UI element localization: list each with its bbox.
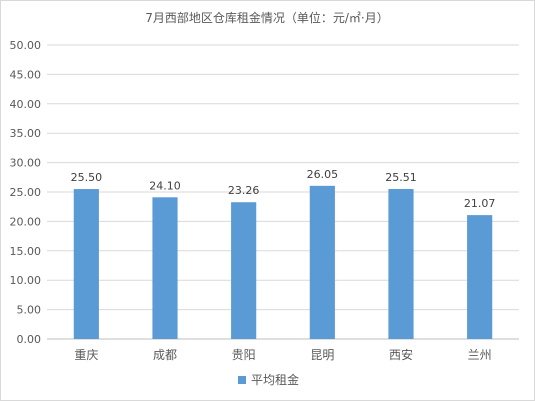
chart-title: 7月西部地区仓库租金情况（单位：元/㎡·月） (145, 10, 389, 25)
data-label: 25.50 (71, 171, 103, 184)
y-tick-label: 5.00 (17, 304, 42, 317)
data-label: 24.10 (149, 179, 181, 192)
y-tick-label: 25.00 (10, 186, 42, 199)
x-category-label: 兰州 (468, 348, 492, 362)
legend-swatch (238, 376, 246, 384)
legend: 平均租金 (238, 372, 299, 387)
y-tick-label: 35.00 (10, 127, 42, 140)
x-category-label: 成都 (153, 348, 177, 362)
y-axis-ticks: 0.00 5.00 10.00 15.00 20.00 25.00 30.00 35.00 40… (10, 39, 42, 346)
x-category-label: 贵阳 (232, 348, 256, 362)
bar (152, 197, 178, 339)
data-label: 21.07 (464, 197, 496, 210)
bars (73, 185, 493, 339)
data-labels: 25.50 24.10 23.26 26.05 25.51 21.07 (71, 168, 496, 210)
y-tick-label: 10.00 (10, 274, 42, 287)
y-tick-label: 30.00 (10, 157, 42, 170)
data-label: 25.51 (385, 171, 417, 184)
legend-label: 平均租金 (251, 372, 299, 387)
x-category-label: 重庆 (74, 348, 98, 362)
y-tick-label: 0.00 (17, 333, 42, 346)
bar (231, 202, 257, 339)
y-tick-label: 15.00 (10, 245, 42, 258)
x-category-label: 昆明 (310, 348, 334, 362)
y-tick-label: 50.00 (10, 39, 42, 52)
grid-lines (47, 44, 519, 340)
y-tick-label: 40.00 (10, 98, 42, 111)
data-label: 26.05 (307, 168, 339, 181)
x-category-label: 西安 (389, 347, 413, 362)
bar (309, 185, 335, 339)
y-tick-label: 20.00 (10, 215, 42, 228)
bar (388, 189, 414, 339)
bar (467, 215, 493, 339)
x-axis-categories: 重庆 成都 贵阳 昆明 西安 兰州 (74, 347, 491, 362)
data-label: 23.26 (228, 184, 260, 197)
bar (73, 189, 99, 339)
y-tick-label: 45.00 (10, 68, 42, 81)
